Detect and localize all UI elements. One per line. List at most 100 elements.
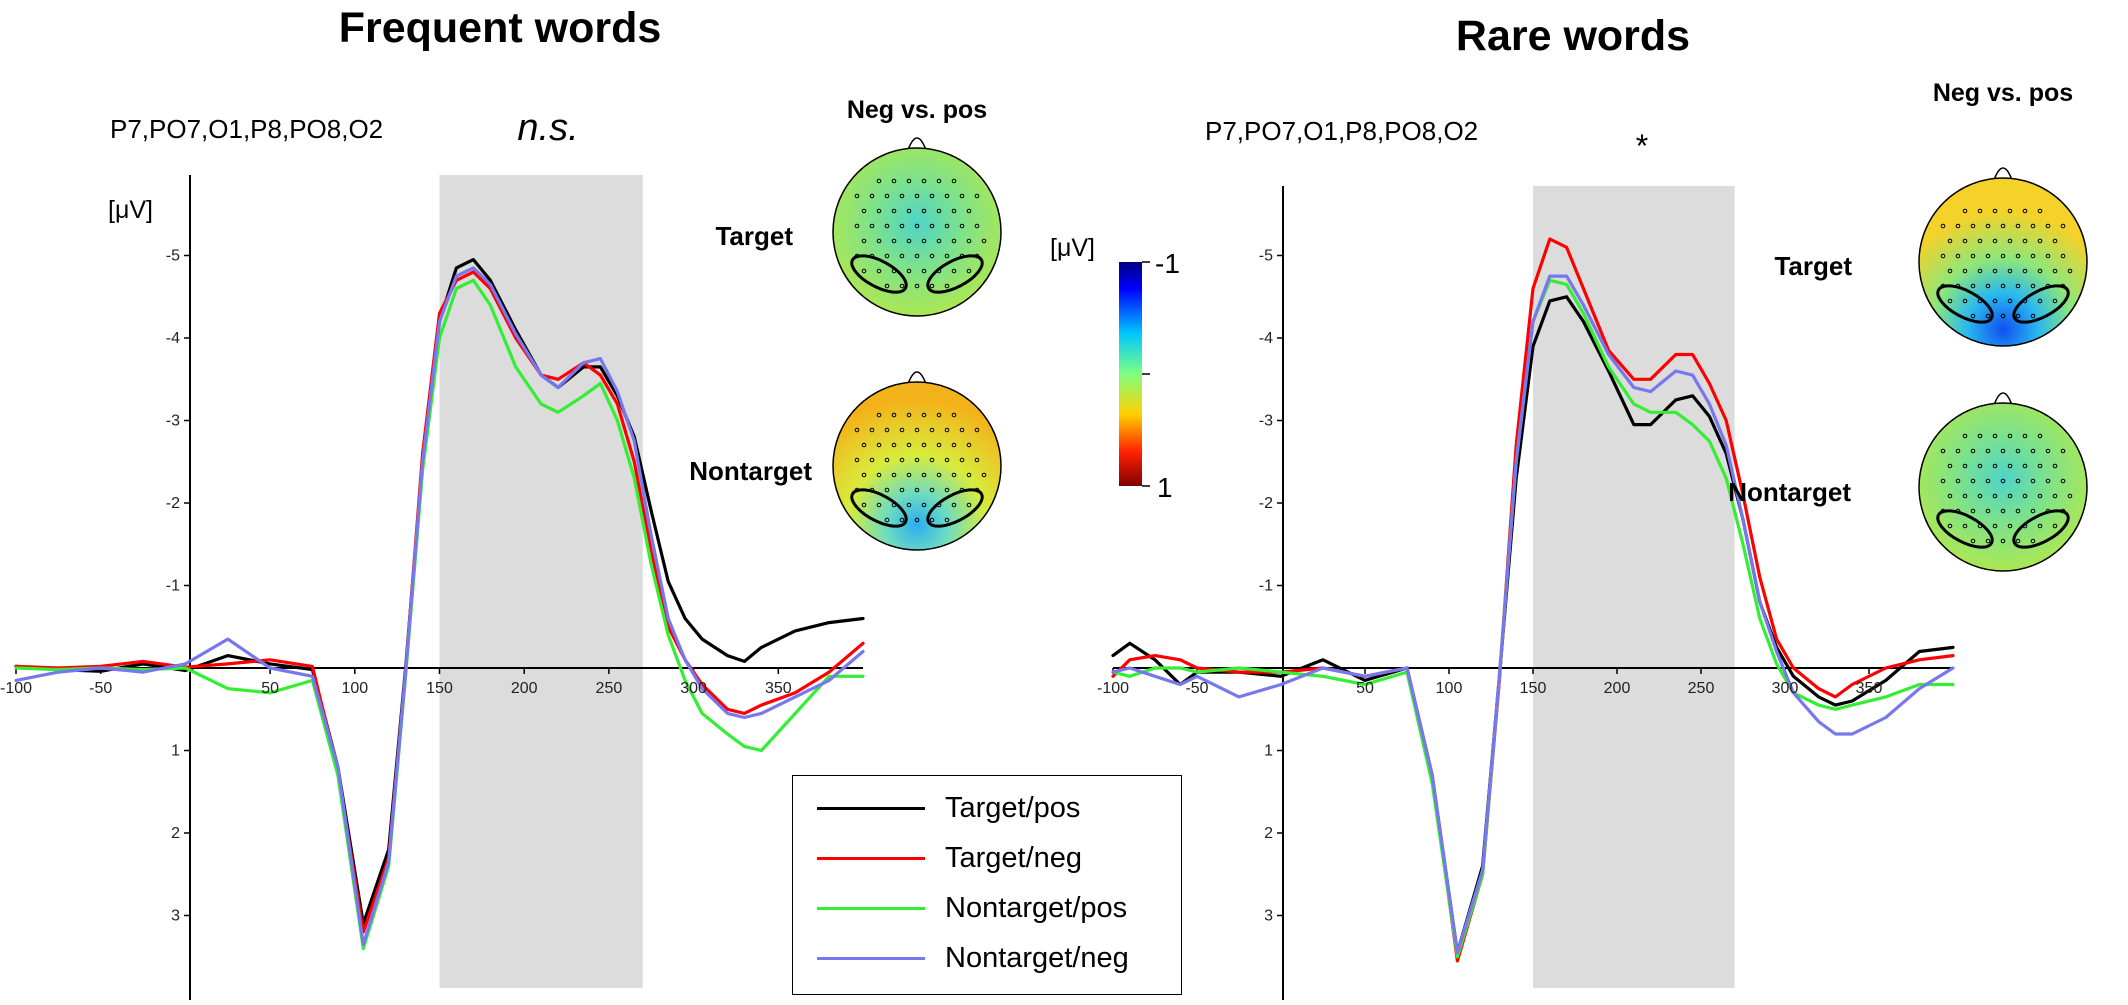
electrode-dot [2060,223,2066,229]
roi-ellipse-right [926,488,984,528]
electrode-dot [861,268,867,274]
electrode-dot [891,238,897,244]
roi-ellipse-left [850,254,908,294]
electrode-dot [2030,313,2036,319]
series-line-nontarget-neg [14,266,865,946]
electrode-dot [884,517,890,523]
electrode-dot [944,427,950,433]
electrode-dot [2045,253,2051,259]
electrode-dot [1962,208,1968,214]
x-tick-label: 300 [1772,680,1799,697]
electrode-dot [2007,238,2013,244]
electrode-dot [2052,238,2058,244]
x-tick-label: -50 [89,680,112,697]
electrode-dot [869,223,875,229]
electrode-dot [876,238,882,244]
electrode-dot [929,283,935,289]
x-tick-label: 250 [596,680,623,697]
electrode-dot [921,238,927,244]
electrode-dot [899,517,905,523]
electrode-dot [2067,268,2073,274]
electrode-dot [951,178,957,184]
electrode-dot [899,253,905,259]
electrode-dot [921,178,927,184]
electrode-dot [854,223,860,229]
electrode-dot [2007,463,2013,469]
electrode-dot [944,193,950,199]
y-tick-label: -5 [166,248,180,265]
electrode-dot [2015,448,2021,454]
electrode-dot [899,283,905,289]
electrode-dot [2052,493,2058,499]
electrode-dot [884,193,890,199]
electrode-dot [2030,253,2036,259]
electrode-dot [1947,298,1953,304]
electrode-dot [876,208,882,214]
electrode-dot [2000,478,2006,484]
y-tick-label: 1 [1264,743,1273,760]
chart-title: Frequent words [339,4,662,52]
electrode-dot [2007,298,2013,304]
electrode-dot [2015,253,2021,259]
electrode-dot [2022,493,2028,499]
topomap-header: Neg vs. pos [847,96,987,124]
topomap-head [832,147,1002,317]
electrode-dot [1962,268,1968,274]
electrode-dot [959,457,965,463]
electrode-dot [2015,223,2021,229]
electrode-dot [1940,223,1946,229]
electrode-dot [884,487,890,493]
electrode-dot [921,268,927,274]
analysis-window-shade [439,175,643,988]
electrode-dot [1955,448,1961,454]
y-tick-label: -2 [1259,495,1273,512]
electrode-dot [876,472,882,478]
electrode-dot [966,472,972,478]
electrode-dot [974,427,980,433]
electrode-dot [2022,208,2028,214]
electrode-dot [951,442,957,448]
electrode-dot [1970,508,1976,514]
electrode-dot [2052,523,2058,529]
electrode-dot [906,238,912,244]
electrode-dot [2060,253,2066,259]
electrode-dot [1955,478,1961,484]
electrode-dot [959,427,965,433]
electrode-dot [1992,238,1998,244]
electrode-dot [1962,523,1968,529]
topomap-label: Target [715,221,793,251]
electrode-dot [936,208,942,214]
topomap-target [1918,167,2088,347]
electrode-dot [2022,268,2028,274]
electrode-dot [1940,448,1946,454]
electrode-dot [914,487,920,493]
x-tick-label: -50 [1185,680,1208,697]
electrode-dot [921,472,927,478]
topomap-nose [1993,392,2013,406]
series-line-nontarget-neg [1111,274,1955,955]
electrode-dot [1970,283,1976,289]
electrode-dot [2030,283,2036,289]
electrode-dot [2045,478,2051,484]
y-tick-label: -5 [1259,248,1273,265]
electrode-dot [861,472,867,478]
electrode-dot [876,442,882,448]
electrode-dot [2030,508,2036,514]
electrode-dot [936,178,942,184]
topomap-nose [907,137,927,151]
electrode-dot [854,457,860,463]
x-tick-label: -100 [0,680,32,697]
y-tick-label: -3 [166,413,180,430]
electrode-dot [899,193,905,199]
electrode-dot [1985,478,1991,484]
electrode-dot [914,427,920,433]
roi-ellipse-right [926,254,984,294]
electrode-dot [959,223,965,229]
y-tick-label: 2 [1264,825,1273,842]
roi-ellipse-left [1936,509,1994,549]
x-tick-label: 350 [765,680,792,697]
electrode-dot [1970,478,1976,484]
electrode-dot [1955,223,1961,229]
electrode-dot [1992,298,1998,304]
electrode-dot [929,223,935,229]
